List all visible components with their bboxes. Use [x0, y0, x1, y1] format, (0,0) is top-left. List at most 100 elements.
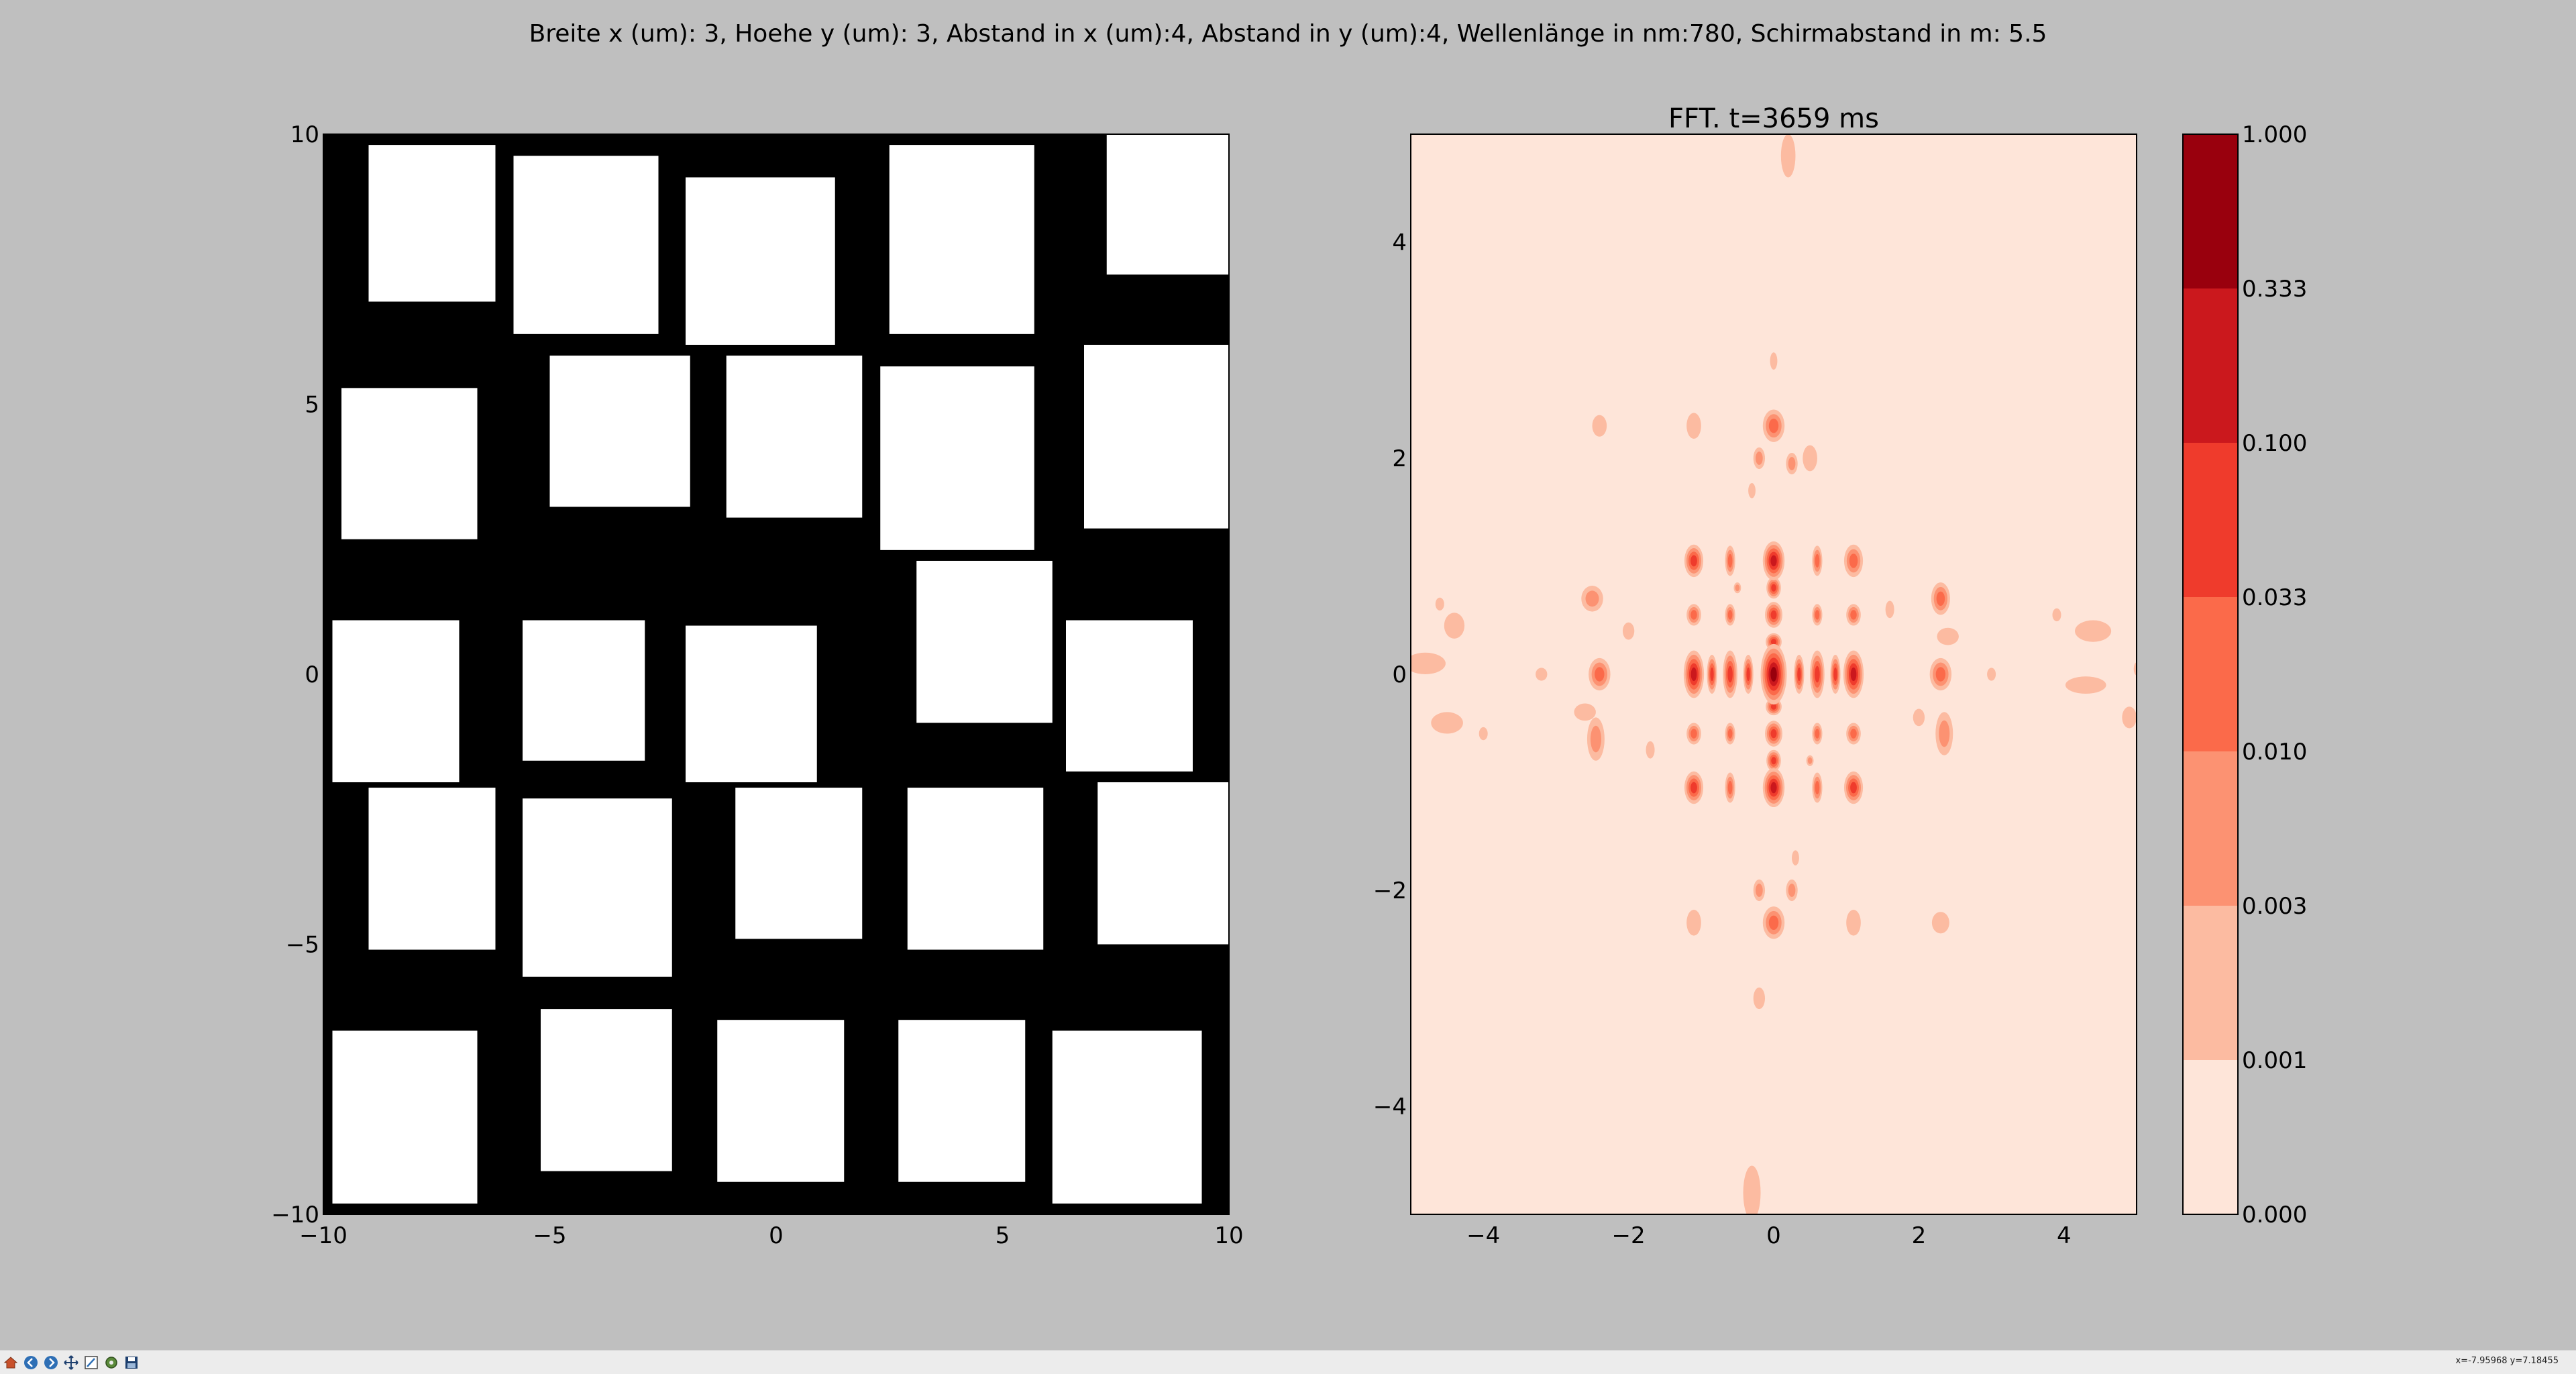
fft-blob-23-level-3	[1815, 553, 1820, 568]
configure-icon[interactable]	[103, 1355, 119, 1371]
fft-blob-69-level-1	[1536, 668, 1548, 681]
aperture-rect-1	[368, 145, 496, 302]
aperture-rect-21	[332, 1030, 478, 1204]
colorbar-frame	[2182, 134, 2239, 1215]
fft-blob-45-level-2	[1788, 884, 1796, 897]
forward-icon[interactable]	[43, 1355, 59, 1371]
fft-blob-36-level-2	[1585, 590, 1599, 607]
fft-y-tick: −2	[1373, 878, 1407, 904]
pan-icon[interactable]	[63, 1355, 79, 1371]
fft-blob-38-level-2	[1590, 725, 1601, 753]
fft-blob-9-level-4	[1797, 667, 1801, 682]
aperture-mask-plot: −10 −5 0 5 10 10 5 0 −5 −10	[271, 121, 1243, 1249]
fft-y-tick: 2	[1392, 445, 1407, 472]
fft-x-tick: 2	[1912, 1222, 1927, 1249]
mask-x-tick: 10	[1214, 1222, 1243, 1249]
fft-blob-10-level-5	[1770, 555, 1777, 567]
colorbar-band-2	[2183, 288, 2238, 443]
fft-blob-42-level-2	[1756, 452, 1763, 465]
colorbar: 1.000 0.333 0.100 0.033 0.010 0.003 0.001 0.000	[2182, 121, 2307, 1228]
aperture-rect-11	[332, 620, 460, 782]
fft-blob-30-level-3	[1690, 610, 1697, 620]
colorbar-band-7	[2183, 1060, 2238, 1215]
fft-blob-76-level-1	[1748, 483, 1756, 498]
zoom-icon[interactable]	[83, 1355, 99, 1371]
colorbar-tick: 0.001	[2242, 1047, 2307, 1074]
home-icon[interactable]	[3, 1355, 19, 1371]
fft-blob-49-level-1	[1803, 445, 1817, 472]
fft-blob-16-level-4	[1770, 639, 1777, 645]
fft-blob-47-level-1	[1686, 909, 1701, 936]
fft-blob-73-level-1	[2133, 662, 2137, 676]
fft-blob-31-level-3	[1850, 610, 1857, 620]
fft-blob-60-level-1	[1780, 134, 1796, 178]
fft-blob-48-level-1	[1846, 909, 1861, 936]
fft-blob-5-level-5	[1850, 667, 1857, 682]
fft-blob-2-level-4	[1727, 666, 1733, 683]
aperture-rect-3	[686, 177, 835, 345]
aperture-rect-7	[549, 356, 690, 507]
mask-x-tick: −5	[533, 1222, 566, 1249]
fft-blob-56-level-1	[1411, 652, 1446, 674]
fft-blob-39-level-2	[1939, 720, 1950, 747]
fft-blob-50-level-1	[1592, 415, 1607, 437]
fft-contour-blobs	[1411, 134, 2137, 1214]
mask-y-tick-labels: 10 5 0 −5 −10	[271, 121, 319, 1228]
fft-y-tick: 0	[1392, 662, 1407, 688]
fft-axes-frame	[1410, 134, 2137, 1215]
mask-axes-frame	[323, 134, 1230, 1215]
aperture-rect-5	[1106, 134, 1229, 275]
fft-blob-15-level-4	[1771, 757, 1776, 765]
aperture-rect-18	[735, 788, 863, 939]
cursor-coordinates: x=-7.95968 y=7.18455	[2455, 1356, 2559, 1366]
fft-blob-32-level-3	[1690, 729, 1697, 739]
fft-blob-61-level-1	[1743, 1165, 1761, 1214]
colorbar-tick: 0.333	[2242, 276, 2307, 303]
fft-blob-11-level-5	[1770, 782, 1777, 794]
colorbar-tick: 0.000	[2242, 1202, 2307, 1228]
fft-blob-66-level-1	[1885, 600, 1894, 619]
fft-blob-68-level-1	[1987, 668, 1996, 681]
fft-blob-29-level-3	[1815, 729, 1820, 739]
fft-blob-70-level-1	[1479, 727, 1488, 741]
colorbar-tick: 0.003	[2242, 893, 2307, 920]
colorbar-band-6	[2183, 906, 2238, 1061]
fft-blob-13-level-4	[1770, 729, 1777, 739]
mask-y-tick: 5	[305, 392, 319, 419]
fft-blob-53-level-1	[1937, 627, 1959, 645]
fft-blob-4-level-5	[1690, 667, 1697, 682]
colorbar-tick: 0.033	[2242, 584, 2307, 611]
colorbar-tick: 0.010	[2242, 739, 2307, 765]
fft-intensity-plot: FFT. t=3659 ms −4 −2 0 2 4 4 2 0 −2 −4	[1373, 103, 2137, 1249]
fft-y-tick: 4	[1392, 229, 1407, 256]
fft-blob-67-level-1	[1646, 741, 1655, 759]
colorbar-band-3	[2183, 443, 2238, 598]
colorbar-tick: 1.000	[2242, 121, 2307, 148]
fft-blob-35-level-3	[1935, 667, 1946, 682]
colorbar-bands	[2183, 134, 2238, 1215]
mask-y-tick: −10	[271, 1202, 319, 1228]
fft-y-tick: −4	[1373, 1094, 1407, 1120]
mask-x-tick: −10	[299, 1222, 347, 1249]
back-icon[interactable]	[23, 1355, 39, 1371]
fft-blob-17-level-4	[1770, 703, 1777, 710]
mask-y-tick: 0	[305, 662, 319, 688]
fft-blob-33-level-3	[1850, 729, 1857, 739]
fft-blob-26-level-3	[1727, 610, 1733, 620]
mask-y-tick: −5	[286, 932, 319, 959]
aperture-rect-22	[541, 1009, 672, 1171]
save-icon[interactable]	[123, 1355, 140, 1371]
fft-blob-27-level-3	[1815, 610, 1820, 620]
fft-blob-58-level-1	[2065, 676, 2106, 694]
fft-blob-72-level-1	[1435, 597, 1444, 611]
fft-blob-43-level-2	[1788, 457, 1796, 470]
aperture-rect-13	[686, 625, 817, 782]
fft-plot-title: FFT. t=3659 ms	[1668, 103, 1879, 134]
fft-blob-74-level-2	[1735, 584, 1740, 592]
aperture-rect-17	[523, 798, 672, 977]
fft-blob-77-level-1	[1792, 850, 1799, 865]
mask-x-tick-labels: −10 −5 0 5 10	[299, 1222, 1244, 1249]
mask-x-tick: 0	[769, 1222, 784, 1249]
fft-blob-59-level-1	[2122, 706, 2137, 729]
